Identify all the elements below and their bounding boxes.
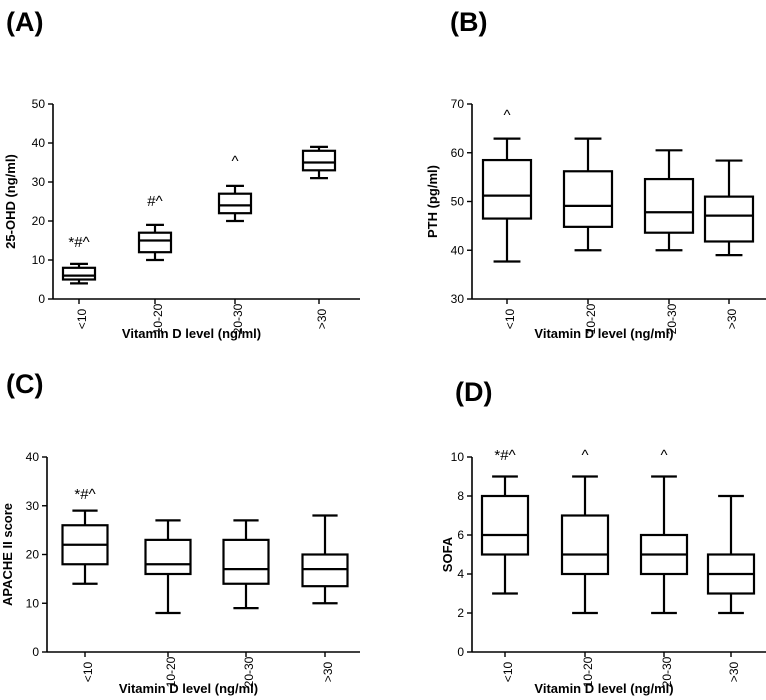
x-tick-label: <10 bbox=[81, 661, 95, 682]
y-tick-label: 70 bbox=[451, 97, 465, 111]
iqr-box bbox=[222, 538, 270, 585]
significance-annotation: ^ bbox=[503, 107, 510, 124]
y-tick-label: 0 bbox=[38, 292, 45, 306]
y-tick-label: 4 bbox=[457, 567, 464, 581]
y-axis-title: APACHE II score bbox=[0, 503, 15, 606]
box-plot-3 bbox=[706, 494, 756, 615]
y-tick-label: 60 bbox=[451, 146, 465, 160]
significance-annotation: *#^ bbox=[494, 447, 515, 464]
x-tick-label: 10-20 bbox=[151, 303, 165, 334]
y-axis-title: SOFA bbox=[440, 536, 455, 572]
significance-annotation: ^ bbox=[581, 447, 588, 464]
significance-annotation: *#^ bbox=[74, 486, 95, 503]
x-tick-label: <10 bbox=[501, 661, 515, 682]
iqr-box bbox=[217, 192, 253, 215]
box-plot-1 bbox=[137, 223, 173, 262]
y-tick-label: 6 bbox=[457, 528, 464, 542]
y-tick-label: 10 bbox=[26, 596, 40, 610]
iqr-box bbox=[144, 538, 192, 576]
significance-annotation: *#^ bbox=[68, 234, 89, 251]
x-axis-title: Vitamin D level (ng/ml) bbox=[534, 681, 673, 696]
x-axis-title: Vitamin D level (ng/ml) bbox=[119, 681, 258, 696]
panel-2: (C) 0 10 20 30 40 <10 10-20 20-30 >30 Vitamin D le… bbox=[0, 369, 360, 696]
y-axis-title: PTH (pg/ml) bbox=[425, 165, 440, 238]
iqr-box bbox=[560, 514, 610, 576]
x-tick-label: 20-30 bbox=[665, 303, 679, 334]
y-tick-label: 2 bbox=[457, 606, 464, 620]
y-tick-label: 20 bbox=[32, 214, 46, 228]
x-axis-title: Vitamin D level (ng/ml) bbox=[534, 326, 673, 341]
box-plot-0 bbox=[61, 262, 97, 285]
y-tick-label: 0 bbox=[457, 645, 464, 659]
panel-3: (D) 0 2 4 6 8 10 <10 10-20 20-30 >30 Vitamin D leve… bbox=[440, 377, 766, 696]
box-plot-1 bbox=[562, 137, 614, 252]
y-tick-label: 8 bbox=[457, 489, 464, 503]
y-tick-label: 30 bbox=[26, 499, 40, 513]
x-tick-label: >30 bbox=[725, 308, 739, 329]
y-tick-label: 0 bbox=[32, 645, 39, 659]
box-plot-3 bbox=[301, 514, 349, 605]
iqr-box bbox=[301, 149, 337, 172]
box-plot-3 bbox=[301, 145, 337, 180]
y-tick-label: 40 bbox=[32, 136, 46, 150]
panel-1: (B) 30 40 50 60 70 <10 10-20 20-30 >30 Vitamin D l… bbox=[425, 7, 766, 341]
iqr-box bbox=[480, 494, 530, 556]
significance-annotation: ^ bbox=[660, 447, 667, 464]
x-tick-label: 20-30 bbox=[231, 303, 245, 334]
iqr-box bbox=[643, 177, 695, 234]
x-tick-label: <10 bbox=[75, 308, 89, 329]
y-tick-label: 10 bbox=[451, 450, 465, 464]
x-tick-label: <10 bbox=[503, 308, 517, 329]
panel-letter: (C) bbox=[6, 369, 43, 399]
y-tick-label: 20 bbox=[26, 548, 40, 562]
box-plot-2 bbox=[217, 184, 253, 223]
y-tick-label: 10 bbox=[32, 253, 46, 267]
x-tick-label: >30 bbox=[727, 661, 741, 682]
iqr-box bbox=[562, 170, 614, 228]
box-plot-1 bbox=[144, 519, 192, 615]
box-plot-2 bbox=[643, 149, 695, 252]
iqr-box bbox=[137, 231, 173, 254]
box-plot-1 bbox=[560, 475, 610, 615]
iqr-box bbox=[703, 195, 755, 243]
panel-0: (A) 0 10 20 30 40 50 <10 10-20 20-30 >30 Vitamin D … bbox=[3, 7, 360, 341]
iqr-box bbox=[481, 158, 533, 220]
y-tick-label: 30 bbox=[32, 175, 46, 189]
panel-letter: (A) bbox=[6, 7, 43, 37]
significance-annotation: #^ bbox=[147, 193, 162, 210]
y-tick-label: 40 bbox=[451, 243, 465, 257]
box-plot-0 bbox=[480, 475, 530, 595]
iqr-box bbox=[61, 266, 97, 281]
box-plot-2 bbox=[222, 519, 270, 610]
iqr-box bbox=[301, 553, 349, 588]
y-tick-label: 40 bbox=[26, 450, 40, 464]
x-tick-label: 20-30 bbox=[660, 656, 674, 687]
y-tick-label: 50 bbox=[451, 195, 465, 209]
y-axis-title: 25-OHD (ng/ml) bbox=[3, 154, 18, 249]
box-plot-0 bbox=[61, 509, 109, 585]
x-axis-title: Vitamin D level (ng/ml) bbox=[122, 326, 261, 341]
box-plot-3 bbox=[703, 159, 755, 257]
box-plot-2 bbox=[639, 475, 689, 615]
x-tick-label: 20-30 bbox=[242, 656, 256, 687]
box-plot-0 bbox=[481, 137, 533, 263]
x-tick-label: 10-20 bbox=[581, 656, 595, 687]
y-tick-label: 50 bbox=[32, 97, 46, 111]
x-tick-label: >30 bbox=[315, 308, 329, 329]
y-tick-label: 30 bbox=[451, 292, 465, 306]
x-tick-label: 10-20 bbox=[584, 303, 598, 334]
panel-letter: (D) bbox=[455, 377, 492, 407]
significance-annotation: ^ bbox=[231, 153, 238, 170]
x-tick-label: 10-20 bbox=[164, 656, 178, 687]
panel-letter: (B) bbox=[450, 7, 487, 37]
x-tick-label: >30 bbox=[321, 661, 335, 682]
